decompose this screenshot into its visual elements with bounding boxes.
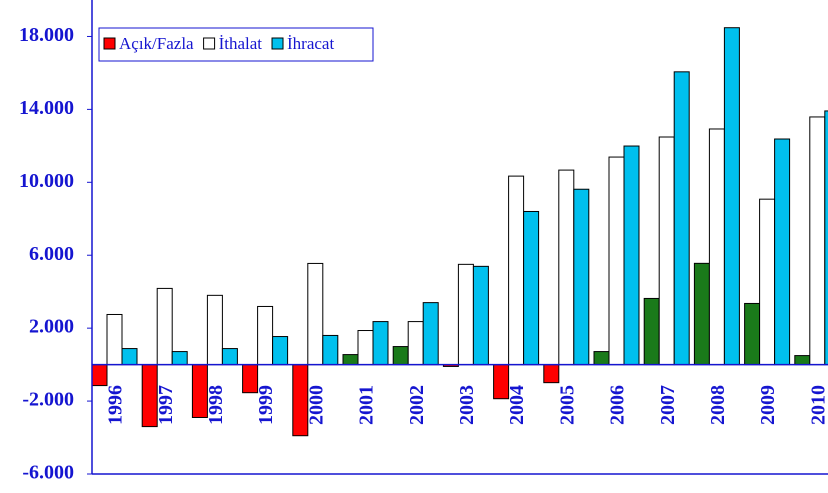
bar: [824, 110, 828, 366]
y-tick-label: 2.000: [29, 316, 74, 338]
bar: [643, 297, 660, 366]
bar: [392, 346, 409, 366]
bar: [171, 351, 188, 366]
bar: [543, 364, 560, 384]
y-tick-label: 14.000: [19, 97, 74, 119]
bar: [472, 265, 489, 366]
bar: [623, 145, 640, 366]
bar: [106, 313, 123, 366]
bar: [774, 138, 791, 366]
legend-box: [98, 27, 374, 62]
bar: [121, 348, 138, 366]
bar: [508, 175, 525, 366]
y-tick-label: -2.000: [22, 389, 74, 411]
x-tick-label: 2000: [305, 385, 327, 425]
bar: [593, 351, 610, 366]
bar: [723, 27, 740, 366]
x-tick-label: 2010: [807, 385, 828, 425]
bar: [708, 128, 725, 366]
legend-label: İthalat: [219, 34, 263, 53]
x-tick-label: 1999: [255, 385, 277, 425]
bar: [206, 294, 223, 366]
bar: [91, 364, 108, 387]
x-tick-label: 1997: [155, 385, 177, 425]
bar: [342, 354, 359, 366]
bar: [558, 169, 575, 366]
bar: [307, 262, 324, 366]
x-tick-label: 2006: [607, 385, 629, 425]
x-tick-label: 1998: [205, 385, 227, 425]
x-tick-label: 2004: [506, 385, 528, 425]
legend-swatch: [271, 37, 284, 50]
bar: [673, 71, 690, 366]
legend-label: Açık/Fazla: [119, 34, 194, 53]
bar: [523, 210, 540, 366]
bar: [744, 302, 761, 366]
legend-swatch: [103, 37, 116, 50]
bar: [156, 287, 173, 366]
bar: [357, 330, 374, 366]
y-tick-label: 6.000: [29, 243, 74, 265]
bar: [658, 136, 675, 366]
bar: [422, 302, 439, 366]
x-tick-label: 2002: [406, 385, 428, 425]
bar: [322, 334, 339, 366]
x-tick-label: 1996: [105, 385, 127, 425]
bar: [257, 305, 274, 366]
bar: [608, 156, 625, 366]
bar: [457, 263, 474, 366]
bar: [809, 116, 826, 366]
x-tick-label: 2003: [456, 385, 478, 425]
x-tick-label: 2008: [707, 385, 729, 425]
bar: [759, 198, 776, 366]
y-tick-label: 18.000: [19, 24, 74, 46]
x-tick-label: 2007: [657, 385, 679, 425]
x-tick-label: 2001: [356, 385, 378, 425]
bar: [407, 321, 424, 366]
bar: [794, 355, 811, 366]
x-tick-label: 2009: [757, 385, 779, 425]
bar: [221, 348, 238, 366]
y-tick-label: -6.000: [22, 462, 74, 484]
legend-swatch: [203, 37, 216, 50]
y-tick-label: 10.000: [19, 170, 74, 192]
legend-label: İhracat: [287, 34, 334, 53]
bar: [573, 188, 590, 366]
bar: [693, 262, 710, 366]
x-tick-label: 2005: [556, 385, 578, 425]
bar: [372, 321, 389, 366]
bar: [272, 336, 289, 366]
